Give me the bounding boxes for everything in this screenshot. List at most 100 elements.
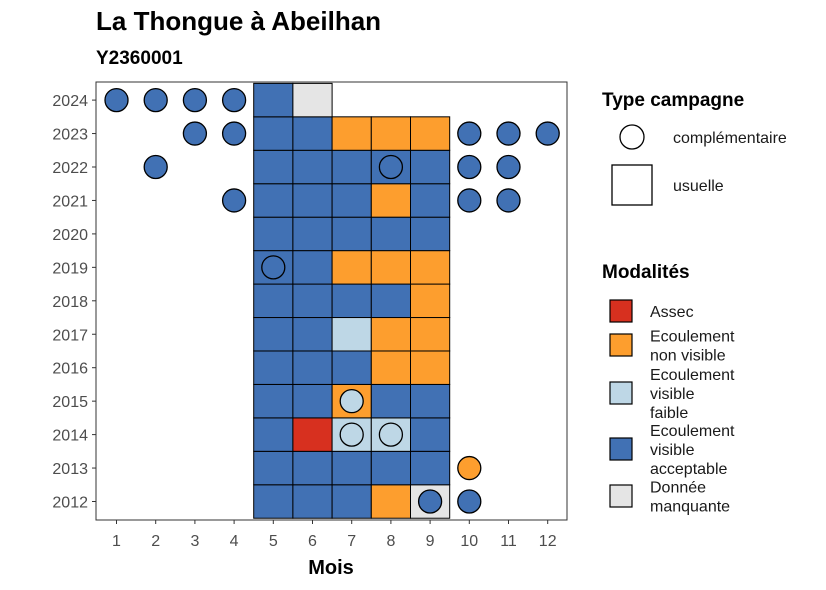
- point: [143, 154, 168, 180]
- point: [457, 489, 482, 514]
- chart-subtitle: Y2360001: [96, 48, 183, 69]
- legend-modalite-label: visible: [650, 386, 695, 403]
- point: [182, 121, 208, 146]
- y-tick-label: 2024: [52, 93, 88, 110]
- y-tick-label: 2018: [52, 294, 88, 311]
- y-tick-label: 2017: [52, 327, 88, 344]
- cell: [292, 250, 333, 285]
- point: [261, 255, 286, 280]
- x-tick-label: 2: [151, 533, 160, 550]
- legend-key: [609, 381, 633, 405]
- point: [417, 489, 443, 514]
- x-axis: 1 2 3 4 5 6 7 8 9 10 11 12: [112, 520, 557, 550]
- legend-type-label: complémentaire: [673, 130, 787, 147]
- point: [378, 422, 404, 447]
- legend-key: [609, 484, 633, 508]
- y-tick-label: 2021: [52, 193, 88, 210]
- cell: [370, 317, 411, 352]
- cell: [331, 317, 372, 352]
- cell: [292, 484, 333, 519]
- cell: [331, 216, 372, 252]
- cell: [331, 250, 372, 285]
- x-tick-label: 10: [460, 533, 478, 550]
- cell: [292, 183, 333, 218]
- y-tick-label: 2020: [52, 227, 88, 244]
- point: [143, 87, 168, 113]
- point: [182, 87, 208, 113]
- legend-modalite-label: Ecoulement: [650, 423, 735, 440]
- point: [535, 121, 560, 146]
- y-tick-label: 2012: [52, 495, 88, 512]
- cell: [370, 383, 411, 419]
- y-tick-label: 2022: [52, 160, 88, 177]
- x-tick-label: 4: [230, 533, 239, 550]
- y-tick-label: 2019: [52, 260, 88, 277]
- point: [221, 87, 247, 113]
- usuelle-cells: [253, 82, 451, 519]
- cell: [292, 417, 333, 452]
- cell: [370, 116, 411, 151]
- cell: [253, 116, 294, 151]
- cell: [410, 283, 451, 319]
- cell: [410, 317, 451, 352]
- cell: [410, 250, 451, 285]
- x-tick-label: 7: [347, 533, 356, 550]
- cell: [292, 383, 333, 419]
- cell: [370, 283, 411, 319]
- cell: [370, 450, 411, 486]
- cell: [410, 149, 451, 185]
- legend-key: [609, 437, 633, 461]
- x-tick-label: 1: [112, 533, 121, 550]
- legend-modalites: Modalités Assec Ecoulement non visible Ecou…: [602, 262, 735, 516]
- legend-circle-symbol: [619, 124, 645, 150]
- cell: [292, 283, 333, 319]
- legend-key: [609, 299, 633, 323]
- cell: [370, 183, 411, 218]
- point: [378, 154, 404, 180]
- point: [496, 121, 521, 146]
- legend-type-label: usuelle: [673, 178, 724, 195]
- x-tick-label: 5: [269, 533, 278, 550]
- cell: [292, 317, 333, 352]
- cell: [370, 250, 411, 285]
- y-axis: 2012 2013 2014 2015 2016 2017 2018 2019 2020 2021…: [52, 93, 96, 512]
- legend-type-title: Type campagne: [602, 90, 744, 111]
- cell: [253, 450, 294, 486]
- legend-modalite-label: Assec: [650, 304, 694, 321]
- y-tick-label: 2023: [52, 127, 88, 144]
- point: [221, 121, 247, 146]
- x-tick-label: 9: [426, 533, 435, 550]
- cell: [253, 82, 294, 118]
- cell: [331, 283, 372, 319]
- cell: [410, 350, 451, 385]
- legend-square-symbol: [611, 164, 653, 206]
- cell: [331, 183, 372, 218]
- cell: [292, 149, 333, 185]
- cell: [253, 183, 294, 218]
- y-tick-label: 2013: [52, 461, 88, 478]
- point: [496, 154, 521, 180]
- y-tick-label: 2015: [52, 394, 88, 411]
- point: [457, 154, 482, 180]
- cell: [410, 116, 451, 151]
- point: [457, 455, 482, 481]
- cell: [410, 383, 451, 419]
- cell: [253, 149, 294, 185]
- cell: [253, 383, 294, 419]
- cell: [253, 484, 294, 519]
- legend-key: [609, 333, 633, 357]
- legend-modalite-label: Ecoulement: [650, 329, 735, 346]
- cell: [331, 116, 372, 151]
- point: [221, 188, 247, 213]
- legend-modalite-label: acceptable: [650, 461, 727, 478]
- legend-type: Type campagne complémentaire usuelle: [602, 90, 787, 206]
- cell: [292, 350, 333, 385]
- point: [104, 87, 129, 113]
- y-tick-label: 2016: [52, 361, 88, 378]
- legend-modalite-label: non visible: [650, 348, 726, 365]
- cell: [253, 350, 294, 385]
- legend-modalites-title: Modalités: [602, 262, 690, 283]
- cell: [331, 484, 372, 519]
- legend-modalite-label: faible: [650, 405, 688, 422]
